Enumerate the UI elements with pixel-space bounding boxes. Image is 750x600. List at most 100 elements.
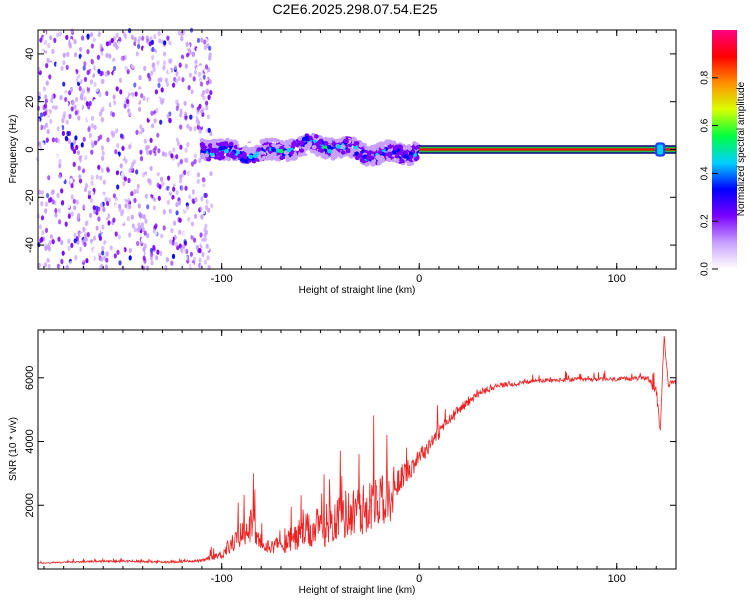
heatmap-cell: [47, 263, 51, 269]
heatmap-cell: [37, 91, 42, 97]
heatmap-cell: [112, 234, 116, 240]
heatmap-cell: [191, 52, 195, 58]
heatmap-cell: [79, 46, 83, 52]
heatmap-cell: [133, 189, 137, 195]
heatmap-cell: [131, 250, 135, 256]
heatmap-cell: [87, 82, 91, 88]
heatmap-cell: [336, 152, 342, 158]
heatmap-cell: [202, 186, 206, 192]
heatmap-cell: [80, 164, 84, 170]
y-tick-label: -40: [24, 237, 36, 253]
heatmap-cell: [134, 91, 138, 97]
heatmap-cell: [239, 157, 245, 162]
heatmap-cell: [159, 176, 164, 182]
heatmap-cell: [111, 132, 115, 138]
heatmap-cell: [182, 248, 186, 254]
heatmap-cell: [121, 171, 125, 177]
heatmap-cell: [413, 156, 419, 162]
heatmap-cell: [188, 218, 192, 224]
heatmap-cell: [397, 144, 403, 149]
heatmap-cell: [74, 255, 78, 261]
heatmap-cell: [196, 172, 200, 178]
heatmap-cell: [151, 233, 155, 239]
heatmap-cell: [157, 30, 161, 37]
heatmap-cell: [185, 174, 189, 181]
heatmap-cell: [163, 69, 168, 75]
heatmap-cell: [81, 249, 85, 255]
heatmap-cell: [70, 211, 74, 217]
heatmap-cell: [353, 145, 358, 150]
heatmap-cell: [180, 36, 184, 42]
heatmap-cell: [224, 148, 230, 154]
heatmap-cell: [146, 144, 150, 150]
heatmap-cell: [188, 194, 192, 200]
heatmap-cell: [56, 192, 60, 198]
y-tick-label: 20: [24, 96, 36, 108]
heatmap-cell: [138, 89, 142, 95]
heatmap-cell: [177, 141, 181, 147]
heatmap-cell: [81, 184, 85, 190]
heatmap-cell: [107, 197, 111, 203]
heatmap-cell: [71, 92, 76, 98]
heatmap-cell: [150, 110, 154, 116]
heatmap-cell: [128, 203, 132, 209]
heatmap-cell: [387, 144, 393, 149]
heatmap-cell: [82, 204, 86, 210]
heatmap-cell: [311, 144, 317, 150]
heatmap-cell: [111, 208, 115, 214]
heatmap-cell: [190, 234, 194, 240]
heatmap-cell: [199, 81, 204, 87]
heatmap-cell: [114, 231, 118, 237]
heatmap-cell: [94, 64, 99, 70]
heatmap-cell: [156, 249, 160, 255]
heatmap-cell: [194, 213, 198, 219]
heatmap-cell: [172, 147, 176, 153]
heatmap-cell: [399, 158, 404, 163]
heatmap-cell: [143, 46, 147, 53]
heatmap-cell: [40, 48, 45, 54]
heatmap-cell: [155, 241, 159, 247]
heatmap-cell: [114, 174, 118, 181]
heatmap-cell: [294, 142, 300, 148]
heatmap-cell: [156, 182, 160, 188]
heatmap-cell: [106, 110, 110, 116]
heatmap-cell: [82, 177, 86, 183]
heatmap-cell: [137, 43, 141, 50]
heatmap-cell: [162, 235, 167, 241]
heatmap-cell: [192, 76, 196, 82]
heatmap-cell: [108, 127, 112, 133]
heatmap-cell: [96, 54, 100, 60]
heatmap-cell: [105, 41, 109, 47]
heatmap-cell: [39, 98, 43, 104]
heatmap-cell: [62, 81, 66, 87]
heatmap-cell: [81, 88, 85, 94]
colorbar-ticks: 0.0 0.2 0.4 0.6 0.8: [700, 70, 718, 276]
heatmap-cell: [148, 200, 152, 206]
heatmap-cell: [184, 63, 188, 69]
heatmap-cell: [135, 51, 139, 57]
heatmap-cell: [91, 142, 95, 148]
heatmap-cell: [162, 55, 166, 61]
heatmap-cell: [148, 196, 152, 202]
heatmap-cell: [124, 203, 128, 209]
heatmap-cell: [112, 224, 116, 230]
heatmap-cell: [153, 211, 157, 217]
heatmap-cell: [204, 192, 208, 198]
heatmap-cell: [73, 181, 77, 187]
heatmap-cell: [143, 65, 147, 71]
heatmap-cell: [208, 55, 212, 61]
heatmap-cell: [166, 251, 170, 257]
heatmap-cell: [369, 161, 375, 166]
heatmap-cell: [151, 54, 155, 61]
heatmap-cell: [196, 213, 200, 219]
heatmap-cell: [94, 165, 98, 171]
colorbar-label: Normalized spectral amplitude: [736, 81, 747, 216]
heatmap-cell: [45, 80, 49, 86]
heatmap-cell: [98, 170, 102, 176]
heatmap-cell: [90, 190, 94, 196]
heatmap-cell: [51, 48, 55, 55]
heatmap-cell: [95, 59, 99, 65]
heatmap-cell: [170, 260, 174, 266]
heatmap-cell: [156, 178, 160, 184]
heatmap-cell: [162, 252, 166, 258]
